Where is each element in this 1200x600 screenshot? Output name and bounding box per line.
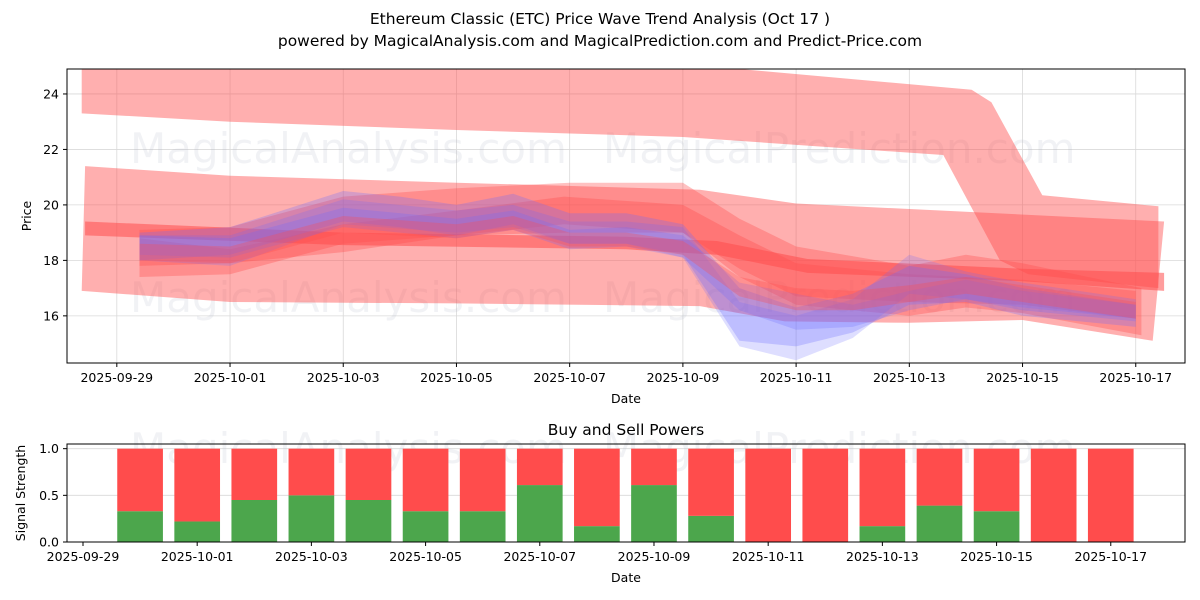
sell-bar (802, 448, 849, 542)
sell-bar (1030, 448, 1077, 542)
chart-title: Ethereum Classic (ETC) Price Wave Trend … (369, 10, 831, 28)
signal-plot: Buy and Sell Powers MagicalAnalysis.com … (13, 421, 1186, 585)
x-tick-label: 2025-10-03 (275, 549, 348, 564)
sell-bar (574, 448, 620, 527)
buy-bar (174, 521, 221, 542)
x-tick-label: 2025-10-11 (732, 549, 805, 564)
buy-bar (859, 526, 906, 542)
sell-bar (973, 448, 1020, 512)
band-wave-blue-3 (139, 207, 1136, 330)
x-tick-label: 2025-10-07 (533, 370, 606, 385)
buy-bar (345, 500, 392, 542)
band-wave-1 (139, 182, 1142, 336)
band-wave-blue-2 (139, 199, 1136, 361)
price-y-axis-label: Price (19, 200, 34, 231)
x-tick-label: 2025-10-05 (420, 370, 493, 385)
band-long-wave-upper (81, 69, 1159, 289)
sell-bar (459, 448, 506, 512)
sell-bar (916, 448, 963, 506)
x-tick-label: 2025-10-15 (960, 549, 1033, 564)
signal-x-axis: 2025-09-29 2025-10-01 2025-10-03 2025-10-05… (47, 542, 1147, 564)
signal-plot-title: Buy and Sell Powers (548, 421, 705, 439)
buy-bar (459, 511, 506, 542)
price-plot: MagicalAnalysis.com MagicalPrediction.co… (19, 68, 1186, 406)
sell-bar (231, 448, 278, 500)
sell-bar (859, 448, 906, 527)
watermark-text: MagicalPrediction.com (603, 124, 1076, 173)
buy-bar (117, 511, 163, 542)
band-wave-3 (139, 216, 1136, 319)
signal-bars (117, 448, 1134, 542)
sell-bar (117, 448, 163, 512)
price-watermarks: MagicalAnalysis.com MagicalPrediction.co… (130, 124, 1076, 322)
x-tick-label: 2025-10-13 (846, 549, 919, 564)
sell-bar (688, 448, 734, 516)
price-x-axis: 2025-09-29 2025-10-01 2025-10-03 2025-10-05… (80, 363, 1172, 385)
signal-x-axis-label: Date (611, 570, 641, 585)
x-tick-label: 2025-10-13 (873, 370, 946, 385)
y-tick-label: 22 (43, 142, 59, 157)
x-tick-label: 2025-10-03 (307, 370, 380, 385)
sell-bar (288, 448, 335, 496)
x-tick-label: 2025-10-09 (618, 549, 691, 564)
sell-bar (745, 448, 792, 542)
buy-bar (574, 526, 620, 542)
x-tick-label: 2025-10-05 (389, 549, 462, 564)
x-tick-label: 2025-09-29 (80, 370, 153, 385)
sell-bar (516, 448, 563, 486)
watermark-text: MagicalPrediction.com (603, 273, 1076, 322)
watermark-text: MagicalAnalysis.com (130, 273, 567, 322)
price-y-axis: 16 18 20 22 24 (43, 86, 67, 323)
x-tick-label: 2025-10-15 (986, 370, 1059, 385)
buy-bar (688, 515, 734, 542)
sell-bar (402, 448, 449, 512)
price-grid (67, 69, 1185, 363)
buy-bar (516, 485, 563, 542)
signal-y-axis: 0.0 0.5 1.0 (39, 441, 67, 550)
sell-bar (631, 448, 677, 486)
buy-bar (916, 505, 963, 542)
x-tick-label: 2025-10-01 (161, 549, 234, 564)
watermark-text: MagicalAnalysis.com (130, 124, 567, 173)
band-wave-blue-1 (139, 191, 1136, 347)
x-tick-label: 2025-10-09 (647, 370, 720, 385)
x-tick-label: 2025-10-11 (760, 370, 833, 385)
x-tick-label: 2025-09-29 (47, 549, 120, 564)
buy-bar (973, 511, 1020, 542)
chart-subtitle: powered by MagicalAnalysis.com and Magic… (277, 32, 923, 50)
buy-bar (231, 500, 278, 542)
y-tick-label: 1.0 (39, 441, 59, 456)
sell-bar (1087, 448, 1134, 542)
band-wave-2 (139, 196, 1136, 319)
sell-bar (345, 448, 392, 500)
y-tick-label: 20 (43, 197, 59, 212)
signal-y-axis-label: Signal Strength (13, 445, 28, 541)
band-long-wave-wide (81, 166, 1165, 341)
x-tick-label: 2025-10-01 (194, 370, 267, 385)
price-plot-frame (66, 68, 1186, 364)
price-x-axis-label: Date (611, 391, 641, 406)
x-tick-label: 2025-10-07 (503, 549, 576, 564)
y-tick-label: 0.5 (39, 488, 59, 503)
x-tick-label: 2025-10-17 (1074, 549, 1147, 564)
buy-bar (402, 511, 449, 542)
y-tick-label: 0.0 (39, 535, 59, 550)
signal-plot-frame (66, 443, 1186, 543)
y-tick-label: 18 (43, 253, 59, 268)
buy-bar (288, 495, 335, 542)
price-bands (81, 69, 1165, 361)
y-tick-label: 24 (43, 86, 59, 101)
band-trend-line (85, 221, 1165, 291)
buy-bar (631, 485, 677, 542)
x-tick-label: 2025-10-17 (1099, 370, 1172, 385)
y-tick-label: 16 (43, 308, 59, 323)
sell-bar (174, 448, 221, 522)
